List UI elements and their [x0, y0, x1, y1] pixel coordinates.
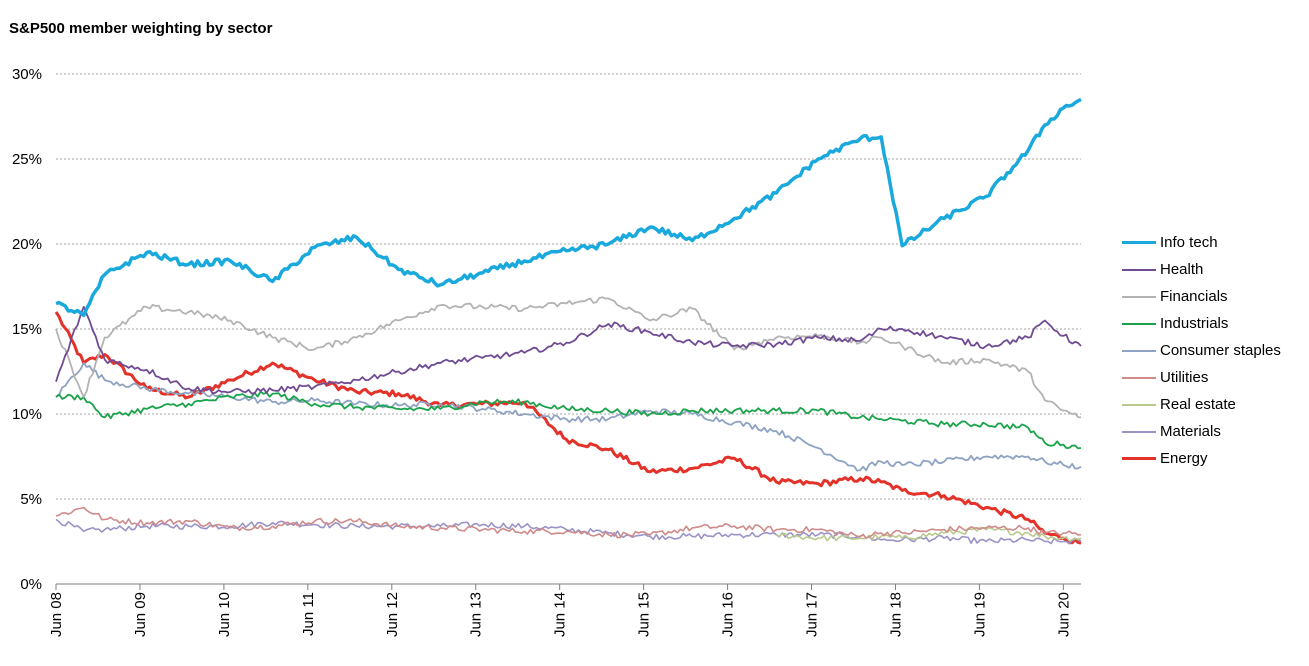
axes: 0% 5% 10% 15% 20% 25% 30% Jun 08 Jun 09 Jun 10 Jun… [12, 66, 1081, 637]
legend-swatch [1122, 268, 1156, 271]
legend-label: Energy [1160, 450, 1208, 467]
series-line-industrials [55, 390, 1082, 450]
series-line-financials [55, 296, 1082, 419]
x-tick-label: Jun 20 [1055, 592, 1072, 637]
x-tick-label: Jun 09 [132, 592, 149, 637]
legend-entry: Industrials [1122, 310, 1281, 337]
legend-entry: Utilities [1122, 364, 1281, 391]
y-tick-label: 5% [20, 491, 42, 508]
legend-entry: Health [1122, 256, 1281, 283]
x-tick-label: Jun 17 [804, 592, 821, 637]
legend-swatch [1122, 376, 1156, 379]
legend-label: Info tech [1160, 234, 1218, 251]
legend-swatch [1122, 295, 1156, 298]
series-line-utilities [55, 506, 1082, 539]
x-tick-label: Jun 10 [216, 592, 233, 637]
y-tick-label: 25% [12, 151, 42, 168]
y-tick-label: 0% [20, 576, 42, 593]
legend-entry: Real estate [1122, 391, 1281, 418]
legend-label: Real estate [1160, 396, 1236, 413]
y-tick-label: 30% [12, 66, 42, 83]
legend-label: Industrials [1160, 315, 1229, 332]
series-line-energy [54, 311, 1082, 545]
y-tick-label: 10% [12, 406, 42, 423]
x-tick-label: Jun 14 [552, 592, 569, 637]
legend-swatch [1122, 430, 1156, 433]
legend-swatch [1122, 349, 1156, 352]
x-tick-label: Jun 08 [48, 592, 65, 637]
legend-entry: Info tech [1122, 229, 1281, 256]
legend-entry: Energy [1122, 445, 1281, 472]
legend-label: Financials [1160, 288, 1228, 305]
gridlines [56, 73, 1081, 500]
x-tick-label: Jun 16 [720, 592, 737, 637]
legend-entry: Materials [1122, 418, 1281, 445]
legend-label: Utilities [1160, 369, 1209, 386]
x-tick-label: Jun 12 [384, 592, 401, 637]
x-tick-label: Jun 11 [300, 592, 317, 636]
legend-swatch [1122, 457, 1156, 460]
legend-swatch [1122, 322, 1156, 325]
legend-label: Materials [1160, 423, 1221, 440]
y-tick-label: 20% [12, 236, 42, 253]
legend-entry: Financials [1122, 283, 1281, 310]
legend-label: Health [1160, 261, 1204, 278]
series-line-health [55, 305, 1082, 395]
series-lines [54, 97, 1082, 545]
legend-entry: Consumer staples [1122, 337, 1281, 364]
series-line-consumer-staples [55, 362, 1082, 472]
legend-swatch [1122, 240, 1156, 245]
chart-title: S&P500 member weighting by sector [9, 20, 273, 37]
x-tick-label: Jun 19 [971, 592, 988, 637]
x-tick-label: Jun 18 [887, 592, 904, 637]
x-tick-label: Jun 15 [636, 592, 653, 637]
x-tick-label: Jun 13 [468, 592, 485, 637]
legend: Info tech Health Financials Industrials Cons… [1122, 229, 1281, 472]
series-line-info-tech [55, 97, 1082, 318]
legend-label: Consumer staples [1160, 342, 1281, 359]
legend-swatch [1122, 403, 1156, 406]
y-tick-label: 15% [12, 321, 42, 338]
series-line-real-estate [775, 526, 1082, 542]
